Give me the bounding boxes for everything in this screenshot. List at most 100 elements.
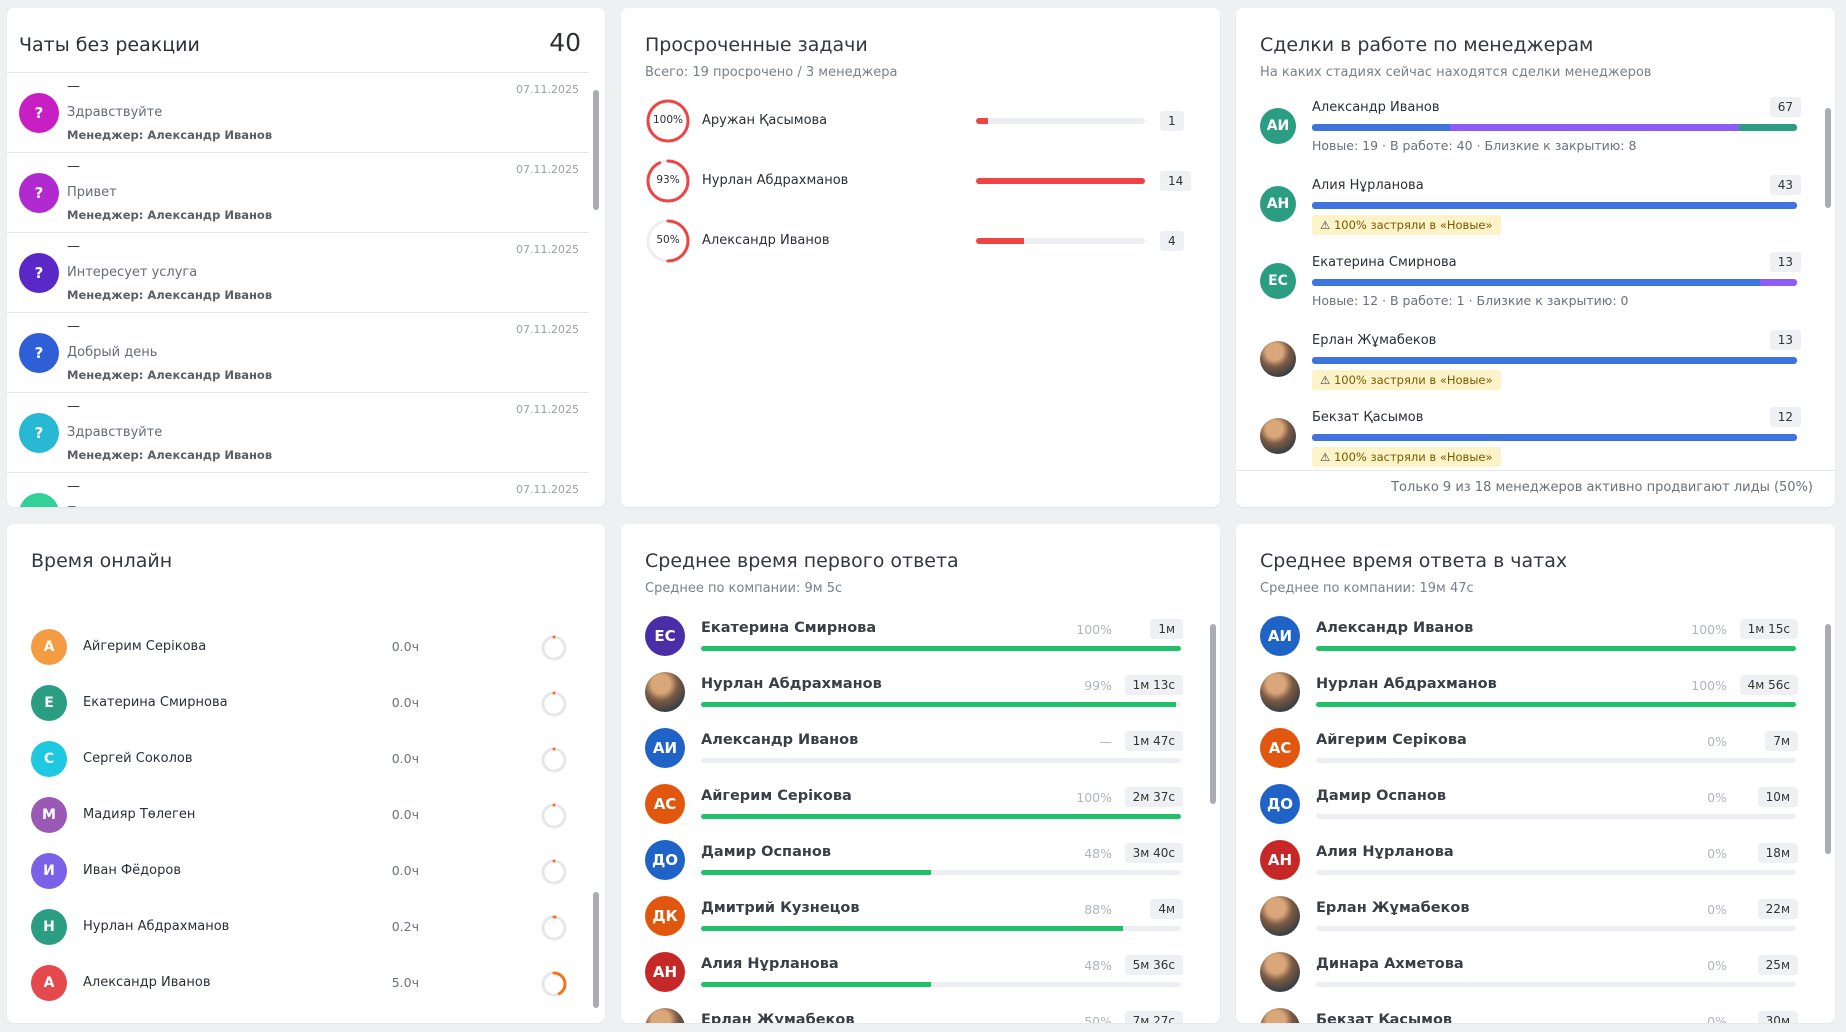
- bar: [701, 870, 932, 875]
- stage-label: В работе:: [1390, 293, 1453, 308]
- bar: [701, 982, 932, 987]
- panel-title: Чаты без реакции: [19, 34, 200, 56]
- chat-manager: Менеджер: Александр Иванов: [67, 288, 273, 302]
- panel-title: Время онлайн: [31, 550, 173, 572]
- bar-track: [701, 814, 1181, 819]
- panel-title: Сделки в работе по менеджерам: [1260, 34, 1594, 56]
- chat-message: Здравствуйте: [67, 105, 163, 120]
- manager-name: Бекзат Қасымов: [1312, 410, 1424, 425]
- chat-name: —: [67, 159, 80, 174]
- progress-ring: [646, 159, 690, 203]
- bar-track: [976, 238, 1145, 244]
- stage-bar: [1312, 279, 1797, 286]
- count-badge: 4: [1160, 231, 1184, 251]
- chat-manager: Менеджер: Александр Иванов: [67, 448, 273, 462]
- chats-panel: Чаты без реакции 40 ? — 07.11.2025 Здравств…: [7, 8, 605, 507]
- bar-track: [1316, 646, 1796, 651]
- bar: [976, 238, 1025, 244]
- ring-label: 93%: [656, 174, 680, 186]
- avatar: [1260, 1008, 1300, 1023]
- bar-track: [1316, 870, 1796, 875]
- bar: [701, 814, 1181, 819]
- stage-bar: [1312, 434, 1797, 441]
- bar-track: [701, 646, 1181, 651]
- user-name: Екатерина Смирнова: [83, 695, 228, 710]
- progress-ring: [646, 219, 690, 263]
- stage-label: В работе:: [1390, 138, 1453, 153]
- avatar: [1260, 340, 1296, 377]
- avatar: А: [31, 965, 67, 1001]
- panel-subtitle: Среднее по компании: 9м 5с: [645, 581, 843, 596]
- avatar: [645, 1008, 685, 1023]
- stage-bar: [1312, 356, 1797, 364]
- chat-name: —: [67, 479, 80, 494]
- avatar: ?: [19, 333, 59, 373]
- ring-arc: [541, 747, 567, 773]
- stage-bar: [1312, 201, 1797, 209]
- percent: 100%: [1691, 678, 1727, 693]
- bar-track: [976, 118, 1145, 124]
- bar: [976, 118, 989, 124]
- chat-name: —: [67, 399, 80, 414]
- user-name: Ерлан Жұмабеков: [1316, 900, 1470, 916]
- percent: 88%: [1084, 902, 1112, 917]
- chat-message: Привет: [67, 185, 117, 200]
- manager-name: Александр Иванов: [1312, 100, 1440, 115]
- user-name: Динара Ахметова: [1316, 956, 1464, 972]
- avatar: С: [31, 741, 67, 777]
- avatar: ДО: [645, 840, 685, 880]
- avatar: ?: [19, 93, 59, 133]
- time-badge: 7м 27с: [1124, 1011, 1183, 1023]
- time-badge: 1м: [1150, 619, 1183, 639]
- overdue-panel: Просроченные задачи Всего: 19 просрочено…: [621, 8, 1220, 507]
- panel-footer: Только 9 из 18 менеджеров активно продви…: [1391, 480, 1813, 495]
- stage-label: Близкие к закрытию:: [1476, 293, 1617, 308]
- stage-value: 40: [1456, 138, 1473, 153]
- progress-ring: [646, 99, 690, 143]
- chat-item: ? — 07.11.2025 Добрый день Менеджер: Алексан…: [7, 312, 589, 392]
- total-badge: 13: [1769, 252, 1801, 272]
- ring-track: [541, 859, 567, 885]
- bar-track: [1316, 758, 1796, 763]
- user-name: Нурлан Абдрахманов: [701, 676, 882, 692]
- user-name: Ерлан Жұмабеков: [701, 1012, 855, 1023]
- chat-manager: Менеджер: Александр Иванов: [67, 128, 273, 142]
- avatar: АИ: [1260, 616, 1300, 656]
- chat-date: 07.11.2025: [516, 323, 579, 336]
- bar: [701, 926, 1124, 931]
- bar-track: [701, 982, 1181, 987]
- chat-item: ? — 07.11.2025 Интересует услуга Менеджер: А…: [7, 232, 589, 312]
- panel-subtitle: Всего: 19 просрочено / 3 менеджера: [645, 65, 898, 80]
- time-badge: 4м 56с: [1739, 675, 1798, 695]
- bar: [701, 646, 1181, 651]
- avatar: [1260, 672, 1300, 712]
- scrollbar: [1825, 108, 1831, 208]
- scrollbar: [1210, 624, 1216, 804]
- stage-segment: [1312, 356, 1797, 364]
- percent: 0%: [1707, 846, 1727, 861]
- stage: Новые: 19: [1312, 138, 1378, 153]
- avatar: ДО: [1260, 784, 1300, 824]
- percent: 99%: [1084, 678, 1112, 693]
- panel-subtitle: Среднее по компании: 19м 47с: [1260, 581, 1474, 596]
- panel-title: Просроченные задачи: [645, 34, 868, 56]
- avatar: ?: [19, 173, 59, 213]
- hours: 0.0ч: [391, 639, 419, 654]
- bar-track: [701, 870, 1181, 875]
- count-badge: 1: [1160, 111, 1184, 131]
- avatar: М: [31, 797, 67, 833]
- panel-title: Среднее время первого ответа: [645, 550, 959, 572]
- time-badge: 5м 36с: [1124, 955, 1183, 975]
- percent: 0%: [1707, 958, 1727, 973]
- chat-item: ? — 07.11.2025 Привет Менеджер: Александр Ив…: [7, 152, 589, 232]
- ring-label: 100%: [652, 114, 684, 126]
- time-badge: 18м: [1757, 843, 1798, 863]
- scrollbar: [593, 892, 599, 1008]
- time-badge: 4м: [1150, 899, 1183, 919]
- chat-date: 07.11.2025: [516, 243, 579, 256]
- stage-segment: [1312, 279, 1760, 286]
- avatar: И: [31, 853, 67, 889]
- stage-value: 19: [1362, 138, 1379, 153]
- avatar: АС: [645, 784, 685, 824]
- bar-track: [1316, 926, 1796, 931]
